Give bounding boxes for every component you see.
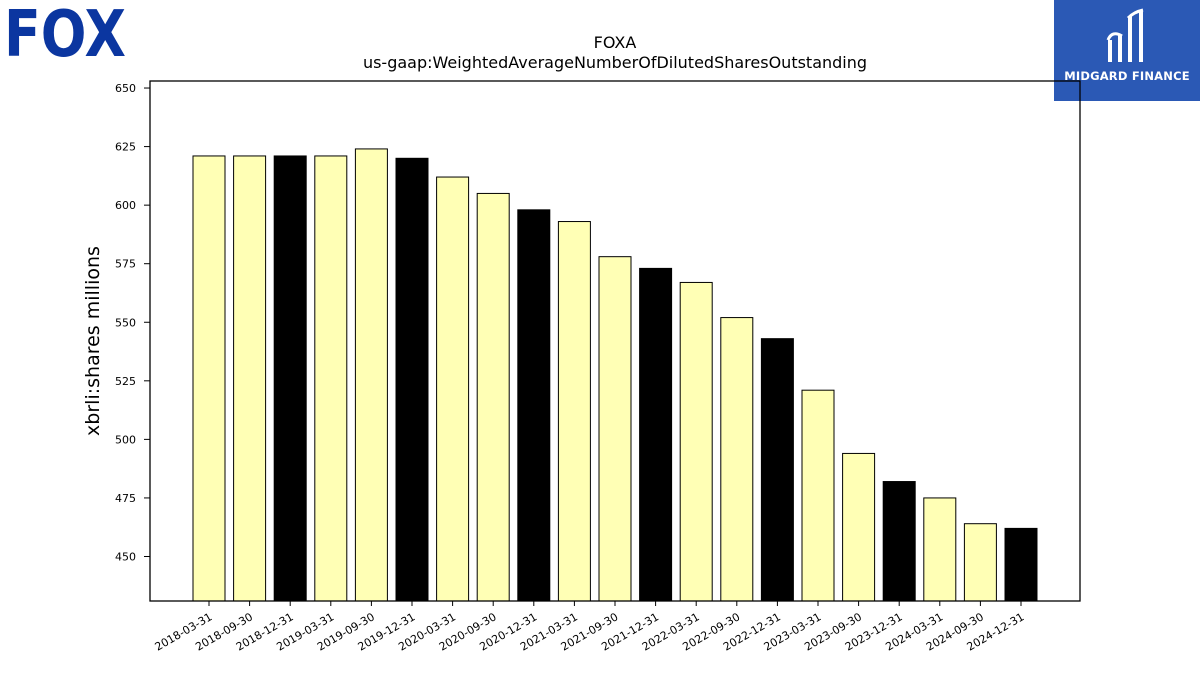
midgard-finance-logo: MIDGARD FINANCE <box>1054 0 1200 101</box>
bar-2022-09-30 <box>720 317 754 602</box>
bar-2023-09-30 <box>842 452 876 602</box>
bar-2021-12-31 <box>639 267 673 602</box>
y-tick-label: 600 <box>115 199 136 212</box>
midgard-logo-text: MIDGARD FINANCE <box>1064 69 1190 83</box>
bar-2021-03-31 <box>557 221 591 602</box>
midgard-emblem-icon <box>1106 8 1144 62</box>
bar-2020-09-30 <box>476 192 510 602</box>
y-tick-label: 475 <box>115 492 136 505</box>
y-tick-label: 550 <box>115 316 136 329</box>
y-tick-label: 625 <box>115 141 136 154</box>
y-tick-label: 450 <box>115 550 136 563</box>
y-tick-label: 575 <box>115 258 136 271</box>
bar-2018-09-30 <box>233 155 267 602</box>
bar-2023-12-31 <box>882 481 916 602</box>
bar-2024-09-30 <box>963 523 997 602</box>
bar-2022-03-31 <box>679 281 713 602</box>
y-tick-label: 500 <box>115 433 136 446</box>
bar-2019-12-31 <box>395 157 429 602</box>
bar-2020-03-31 <box>436 176 470 602</box>
y-tick-label: 525 <box>115 375 136 388</box>
bar-2018-03-31 <box>192 155 226 602</box>
bar-2022-12-31 <box>760 338 794 602</box>
y-tick-label: 650 <box>115 82 136 95</box>
bar-2019-09-30 <box>354 148 388 602</box>
fox-logo: FOX <box>4 0 128 72</box>
bar-2021-09-30 <box>598 256 632 602</box>
bar-2020-12-31 <box>517 209 551 602</box>
bar-2018-12-31 <box>273 155 307 602</box>
y-axis-label: xbrli:shares millions <box>82 246 104 436</box>
bar-2024-12-31 <box>1004 527 1038 602</box>
chart-subtitle: us-gaap:WeightedAverageNumberOfDilutedSh… <box>363 53 867 72</box>
bar-2019-03-31 <box>314 155 348 602</box>
bar-2024-03-31 <box>923 497 957 602</box>
chart-title: FOXA <box>594 33 637 52</box>
bar-2023-03-31 <box>801 389 835 602</box>
